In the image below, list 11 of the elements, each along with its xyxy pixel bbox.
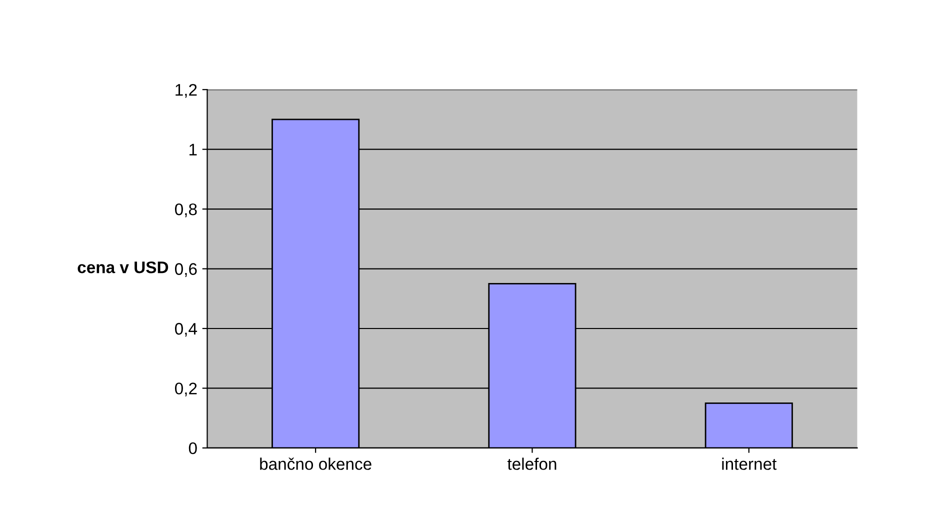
y-tick-label: 1,2 xyxy=(176,84,197,98)
y-tick-label: 0,8 xyxy=(175,203,197,218)
y-tick-label: 1 xyxy=(190,144,197,156)
x-tick-label: telefon xyxy=(507,458,556,470)
x-tick-label: bančno okence xyxy=(260,458,372,470)
y-axis-title: cena v USD xyxy=(78,261,168,274)
y-tick-label: 0,6 xyxy=(175,263,197,277)
y-tick-label: 0 xyxy=(188,442,197,454)
y-tick-label: 0,4 xyxy=(175,322,198,337)
x-tick-label: internet xyxy=(722,458,777,470)
y-tick-label: 0,2 xyxy=(175,382,197,396)
